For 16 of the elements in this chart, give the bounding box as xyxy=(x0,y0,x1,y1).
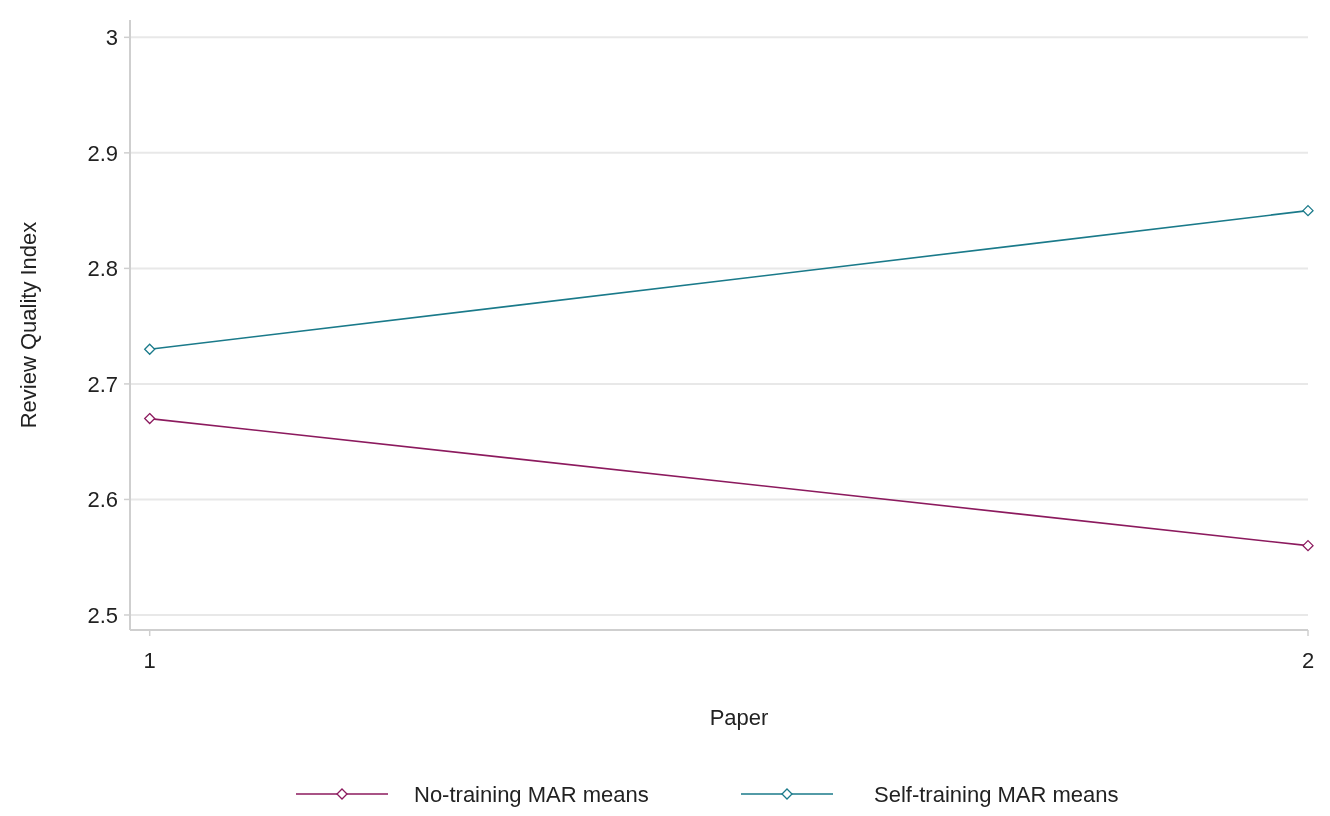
x-tick-label: 1 xyxy=(143,648,156,673)
x-tick-label: 2 xyxy=(1301,648,1315,673)
y-tick-label: 2.8 xyxy=(87,256,118,282)
y-tick-label: 2.5 xyxy=(87,602,118,628)
y-tick-label: 3 xyxy=(105,25,118,51)
point xyxy=(1302,204,1314,217)
legend-label: Self-training MAR means xyxy=(874,781,1119,807)
y-tick-label: 2.6 xyxy=(87,487,118,513)
point xyxy=(144,412,156,425)
y-axis-title: Review Quality Index xyxy=(16,221,41,429)
x-axis-title: Paper xyxy=(709,705,769,730)
y-tick-label: 2.9 xyxy=(87,140,118,166)
legend-label: No-training MAR means xyxy=(414,781,649,807)
y-tick-label: 2.7 xyxy=(87,371,118,397)
point xyxy=(144,343,156,355)
point xyxy=(1302,540,1314,552)
